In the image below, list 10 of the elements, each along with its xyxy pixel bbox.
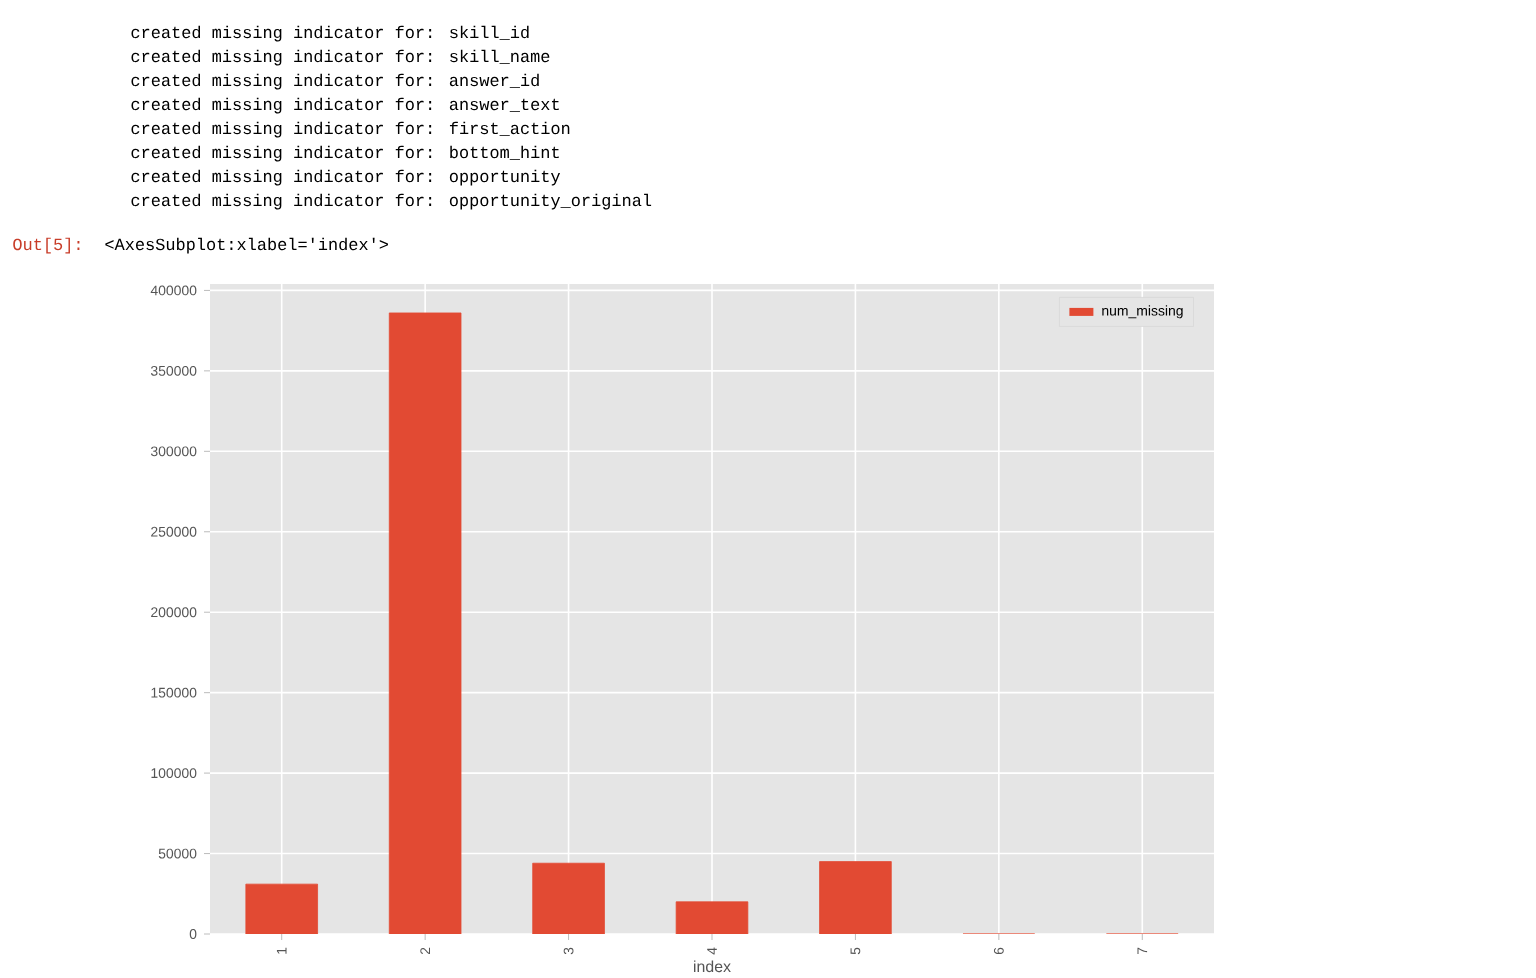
text: Out[5]: (13, 237, 80, 254)
text: created missing indicator for: bottom_hint (131, 145, 559, 162)
text: created missing indicator for: first_action (131, 121, 570, 138)
text: created missing indicator for: skill_id (131, 25, 529, 42)
text: created missing indicator for: skill_name (131, 49, 550, 66)
text: created missing indicator for: answer_text (131, 97, 559, 114)
text: created missing indicator for: opportunity_original (131, 193, 652, 210)
text: <AxesSubplot:xlabel='index'> (105, 237, 388, 254)
text: created missing indicator for: answer_id (131, 73, 539, 90)
text: created missing indicator for: opportunity (131, 169, 561, 186)
